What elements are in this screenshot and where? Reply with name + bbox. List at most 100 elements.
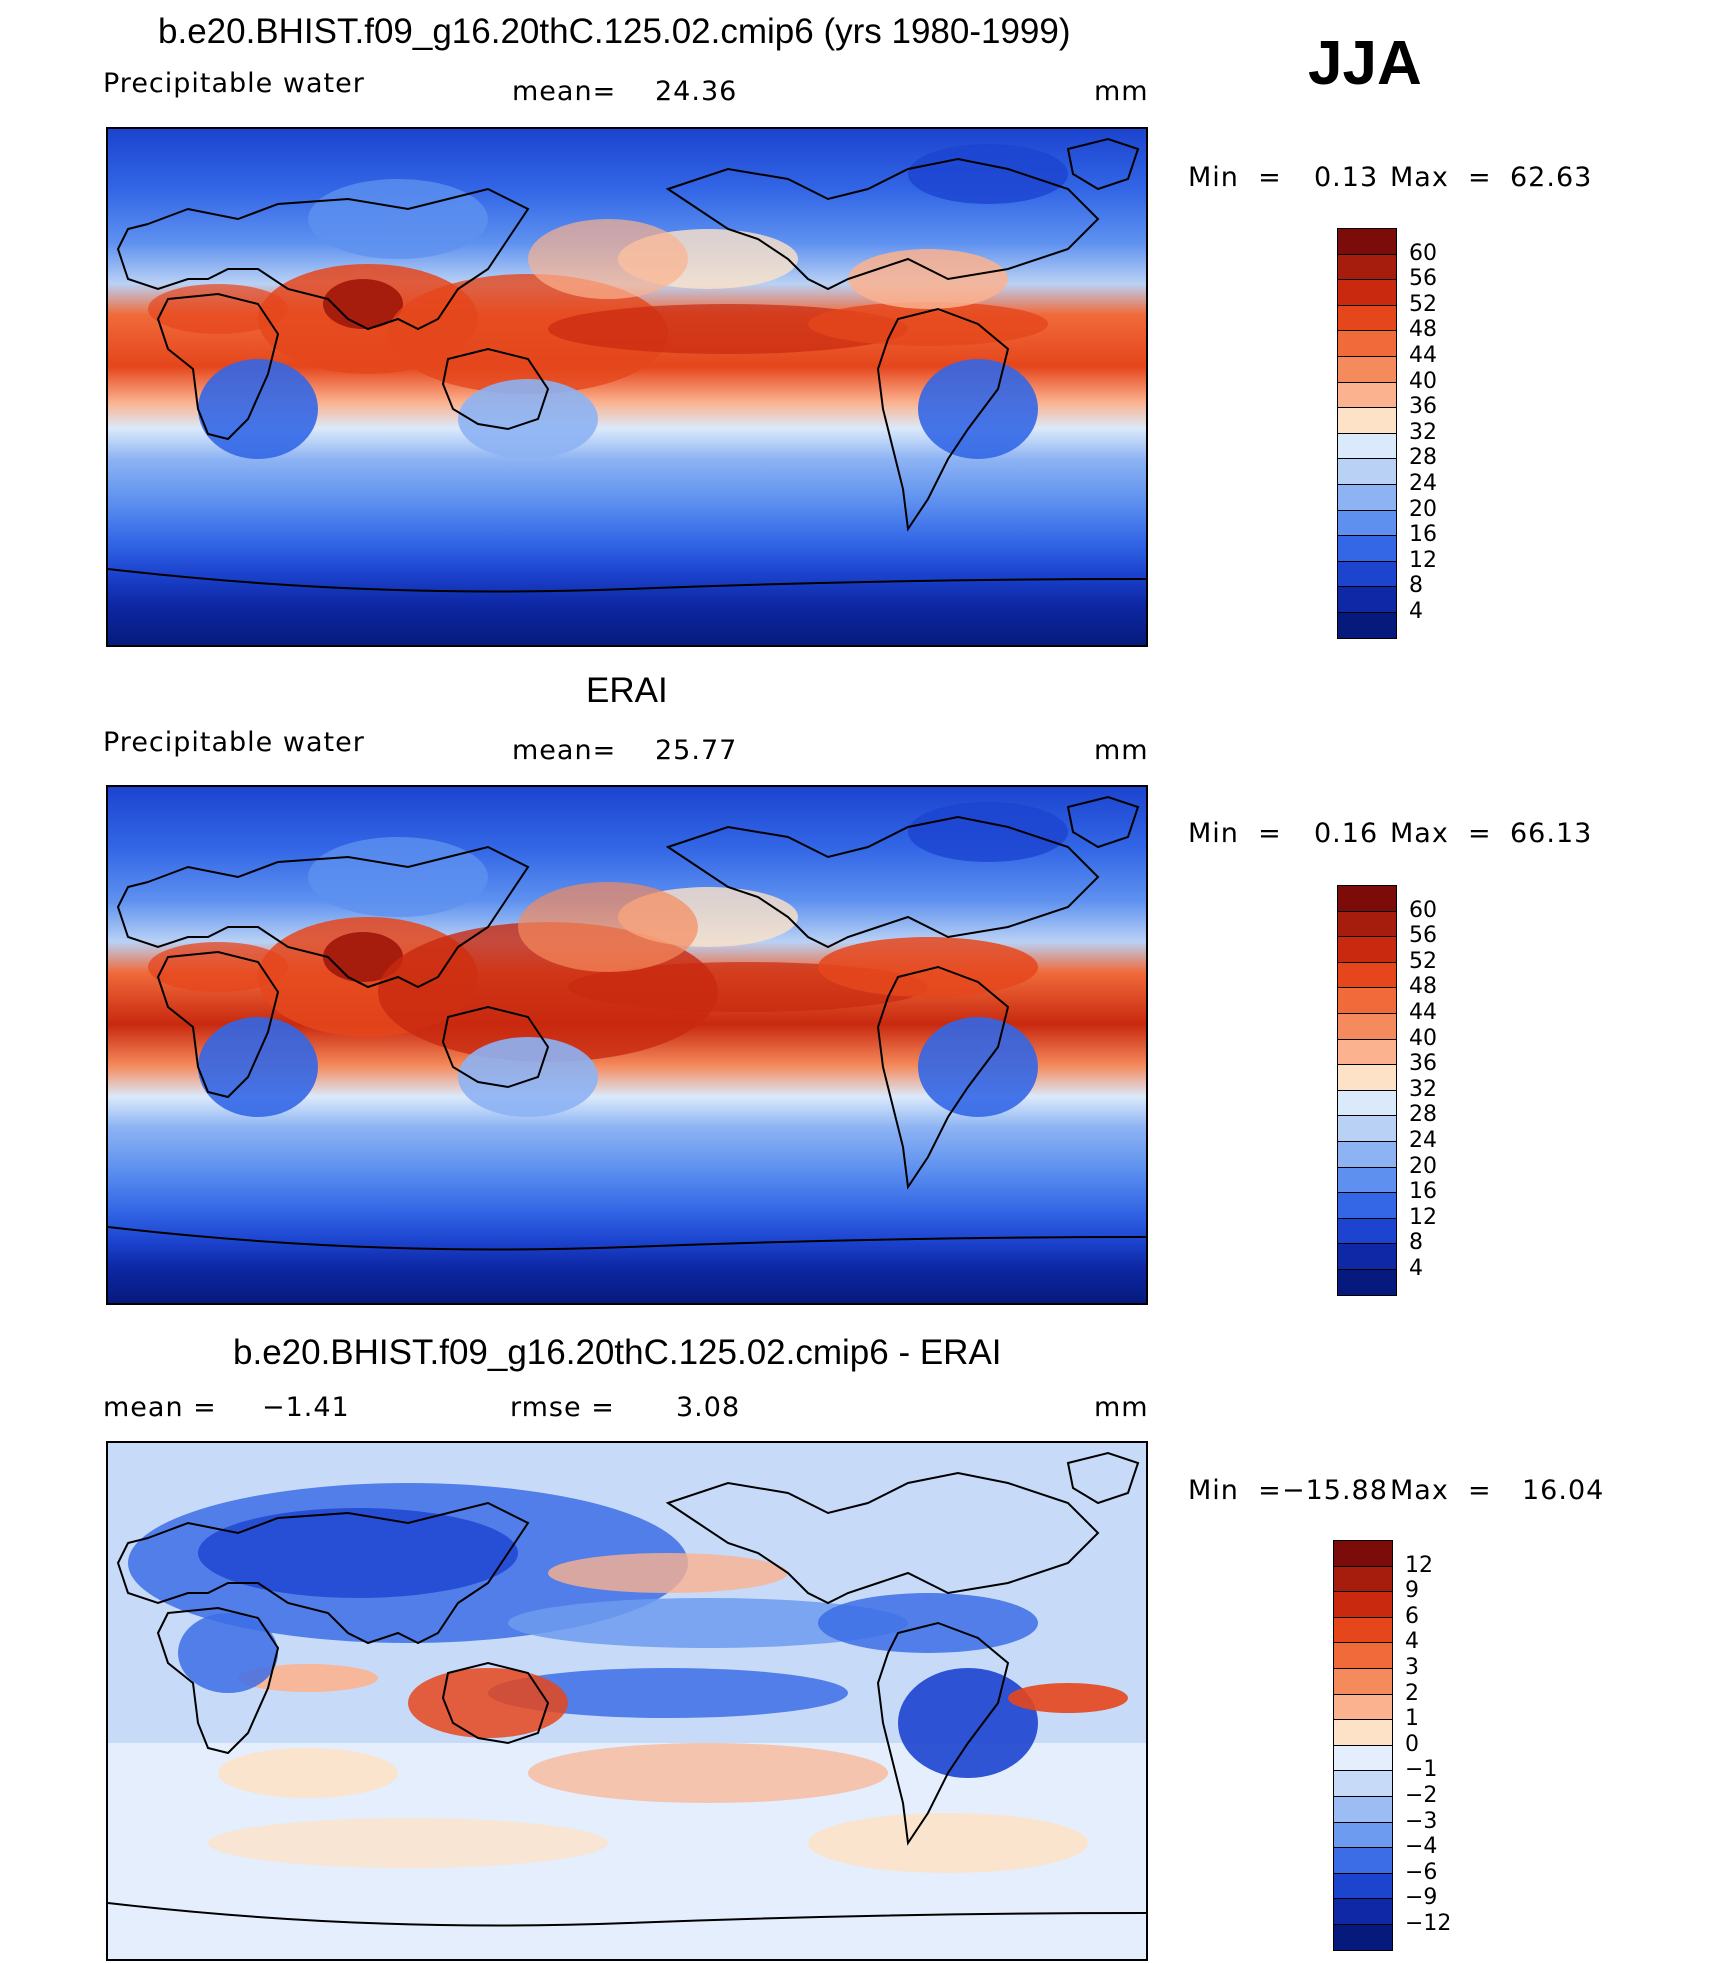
colorbar-swatch xyxy=(1337,228,1397,255)
colorbar-swatch xyxy=(1337,1013,1397,1040)
panel3-max-value: 16.04 xyxy=(1522,1475,1605,1506)
colorbar-swatch xyxy=(1333,1540,1393,1567)
panel3-rmse-value: 3.08 xyxy=(676,1392,741,1423)
colorbar-tick-label: −4 xyxy=(1405,1834,1438,1860)
colorbar-tick-label: 60 xyxy=(1409,240,1437,266)
colorbar-tick-label: −12 xyxy=(1405,1911,1452,1936)
colorbar-swatch xyxy=(1337,330,1397,357)
panel1-variable: Precipitable water xyxy=(103,68,365,99)
panel2-max-label: Max = xyxy=(1390,818,1492,849)
colorbar-swatch xyxy=(1333,1770,1393,1797)
panel2-mean-label: mean= xyxy=(512,735,617,766)
colorbar-swatch xyxy=(1337,304,1397,332)
panel3-mean-value: −1.41 xyxy=(262,1392,350,1423)
panel2-mean-value: 25.77 xyxy=(655,735,738,766)
colorbar-tick-label: 6 xyxy=(1405,1603,1419,1629)
colorbar-swatch xyxy=(1333,1898,1393,1925)
colorbar-swatch xyxy=(1333,1796,1393,1823)
colorbar-tick-label: 2 xyxy=(1405,1680,1419,1706)
colorbar-tick-label: −9 xyxy=(1405,1885,1438,1911)
panel3-mean-label: mean = xyxy=(103,1392,217,1423)
colorbar-tick-label: 48 xyxy=(1409,317,1437,343)
colorbar-swatch xyxy=(1337,987,1397,1014)
colorbar-tick-label: 40 xyxy=(1409,1025,1437,1051)
panel2-title: ERAI xyxy=(586,671,668,710)
colorbar-swatch xyxy=(1337,1192,1397,1219)
colorbar-swatch xyxy=(1337,381,1397,409)
colorbar-swatch xyxy=(1333,1847,1393,1874)
panel1-title: b.e20.BHIST.f09_g16.20thC.125.02.cmip6 (… xyxy=(158,12,1071,51)
panel3-title: b.e20.BHIST.f09_g16.20thC.125.02.cmip6 -… xyxy=(233,1333,1002,1372)
panel1-max-value: 62.63 xyxy=(1510,162,1593,193)
colorbar-swatch xyxy=(1337,407,1397,434)
colorbar-swatch xyxy=(1337,1115,1397,1142)
colorbar-tick-label: 9 xyxy=(1405,1578,1419,1604)
colorbar-tick-label: −1 xyxy=(1405,1757,1438,1783)
colorbar-tick-label: −2 xyxy=(1405,1783,1438,1808)
colorbar-swatch xyxy=(1337,535,1397,562)
colorbar-swatch xyxy=(1337,1141,1397,1168)
colorbar-swatch xyxy=(1333,1693,1393,1721)
panel3-min-value: −15.88 xyxy=(1282,1475,1388,1506)
colorbar-tick-label: 56 xyxy=(1409,266,1437,292)
colorbar-swatch xyxy=(1337,253,1397,281)
colorbar-swatch xyxy=(1333,1872,1393,1900)
panel1-mean-label: mean= xyxy=(512,76,617,107)
colorbar-tick-label: 36 xyxy=(1409,1051,1437,1077)
colorbar-swatch xyxy=(1337,560,1397,588)
colorbar-swatch xyxy=(1337,484,1397,511)
panel3-min-label: Min = xyxy=(1188,1475,1282,1506)
colorbar-swatch xyxy=(1337,356,1397,383)
panel1-units: mm xyxy=(1094,76,1149,107)
colorbar-tick-label: 3 xyxy=(1405,1655,1419,1680)
colorbar-tick-label: 32 xyxy=(1409,419,1437,445)
colorbar-swatch xyxy=(1337,509,1397,537)
colorbar-tick-label: 8 xyxy=(1409,573,1423,599)
colorbar-tick-label: 4 xyxy=(1409,1256,1423,1281)
panel3-units: mm xyxy=(1094,1392,1149,1423)
colorbar-swatch xyxy=(1337,1064,1397,1091)
panel2-variable: Precipitable water xyxy=(103,727,365,758)
colorbar-swatch xyxy=(1337,458,1397,485)
colorbar-tick-label: −6 xyxy=(1405,1859,1438,1885)
season-label: JJA xyxy=(1308,29,1422,98)
panel1-max-label: Max = xyxy=(1390,162,1492,193)
colorbar-tick-label: 44 xyxy=(1409,343,1437,368)
panel1-map xyxy=(106,127,1148,647)
colorbar-swatch xyxy=(1337,885,1397,912)
colorbar-tick-label: 12 xyxy=(1409,1204,1437,1230)
colorbar-tick-label: 32 xyxy=(1409,1076,1437,1102)
colorbar-swatch xyxy=(1337,586,1397,613)
colorbar-tick-label: 16 xyxy=(1409,1179,1437,1205)
colorbar-swatch xyxy=(1333,1642,1393,1669)
colorbar-tick-label: 40 xyxy=(1409,368,1437,394)
colorbar-swatch xyxy=(1333,1616,1393,1644)
colorbar-tick-label: 4 xyxy=(1409,599,1423,624)
colorbar-tick-label: 24 xyxy=(1409,1128,1437,1153)
panel1-mean-value: 24.36 xyxy=(655,76,738,107)
colorbar-swatch xyxy=(1337,432,1397,460)
panel1-min-label: Min = xyxy=(1188,162,1282,193)
panel2-min-label: Min = xyxy=(1188,818,1282,849)
colorbar-tick-label: 4 xyxy=(1405,1629,1419,1655)
colorbar-swatch xyxy=(1337,910,1397,938)
colorbar-tick-label: 24 xyxy=(1409,471,1437,496)
colorbar-swatch xyxy=(1337,1089,1397,1117)
colorbar-swatch xyxy=(1333,1719,1393,1746)
colorbar-tick-label: 48 xyxy=(1409,974,1437,1000)
colorbar-tick-label: 12 xyxy=(1405,1552,1433,1578)
colorbar-swatch xyxy=(1337,1166,1397,1194)
colorbar-tick-label: 20 xyxy=(1409,496,1437,522)
panel2-min-value: 0.16 xyxy=(1314,818,1379,849)
colorbar-tick-label: −3 xyxy=(1405,1808,1438,1834)
colorbar-tick-label: 8 xyxy=(1409,1230,1423,1256)
colorbar-tick-label: 44 xyxy=(1409,1000,1437,1025)
colorbar-tick-label: 1 xyxy=(1405,1706,1419,1732)
panel3-max-label: Max = xyxy=(1390,1475,1492,1506)
panel1-min-value: 0.13 xyxy=(1314,162,1379,193)
colorbar-swatch xyxy=(1337,1217,1397,1245)
colorbar-tick-label: 60 xyxy=(1409,897,1437,923)
colorbar-tick-label: 52 xyxy=(1409,291,1437,317)
colorbar-swatch xyxy=(1333,1591,1393,1618)
colorbar-swatch xyxy=(1337,1038,1397,1066)
